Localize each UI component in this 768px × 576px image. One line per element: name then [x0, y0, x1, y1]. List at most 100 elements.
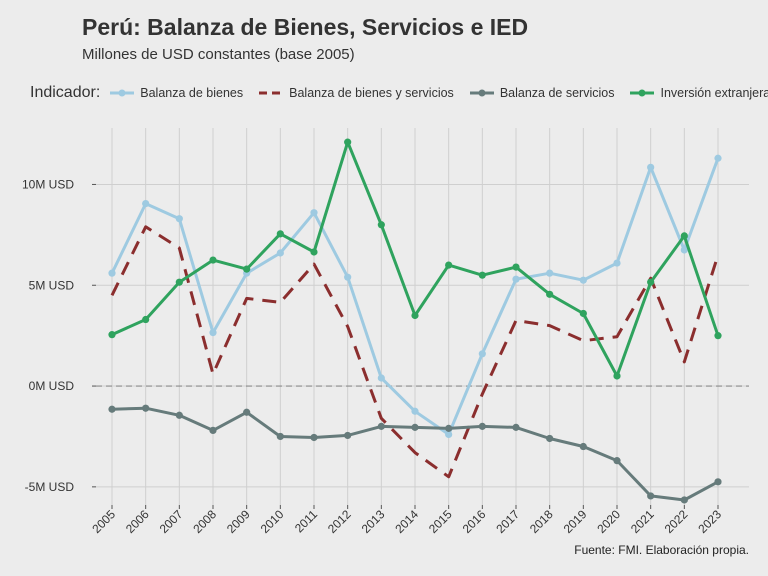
legend-item-balanza-bienes: Balanza de bienes — [108, 86, 243, 100]
x-tick-label: 2022 — [662, 507, 691, 536]
legend-key-inversion-extranjera — [630, 89, 655, 97]
data-point — [411, 423, 419, 431]
series-layer — [108, 138, 722, 504]
data-point — [209, 256, 217, 264]
y-tick-label: 5M USD — [29, 278, 75, 292]
grid — [96, 128, 749, 505]
data-point — [276, 432, 284, 441]
data-point — [310, 248, 318, 256]
data-point — [613, 457, 621, 465]
data-point — [310, 209, 318, 217]
data-point — [714, 154, 722, 162]
y-tick-label: -5M USD — [25, 480, 75, 494]
data-point — [478, 350, 486, 358]
data-point — [243, 265, 251, 273]
data-point — [546, 290, 554, 298]
legend-key-point — [478, 89, 486, 97]
data-point — [108, 405, 116, 413]
x-tick-label: 2021 — [628, 507, 657, 536]
x-tick-label: 2009 — [224, 507, 253, 536]
data-point — [512, 263, 520, 271]
data-point — [377, 422, 385, 430]
data-point — [579, 442, 587, 451]
x-tick-label: 2013 — [359, 507, 388, 536]
x-tick-label: 2017 — [493, 507, 522, 536]
data-point — [445, 261, 453, 269]
y-tick-label: 10M USD — [22, 177, 74, 191]
data-point — [445, 424, 453, 432]
data-point — [411, 311, 419, 320]
data-point — [546, 269, 554, 277]
data-point — [613, 372, 621, 380]
data-point — [647, 278, 655, 286]
legend-label: Balanza de bienes y servicios — [289, 86, 454, 100]
chart-title: Perú: Balanza de Bienes, Servicios e IED — [82, 14, 529, 40]
legend-title: Indicador: — [30, 84, 101, 101]
data-point — [714, 332, 722, 340]
x-tick-label: 2014 — [392, 507, 421, 536]
data-point — [344, 273, 352, 281]
legend-label: Balanza de bienes — [140, 86, 244, 100]
data-point — [546, 434, 554, 443]
x-tick-label: 2012 — [325, 507, 354, 536]
data-point — [209, 329, 217, 337]
legend-label: Balanza de servicios — [499, 86, 615, 100]
x-tick-label: 2023 — [695, 507, 724, 536]
data-point — [512, 423, 520, 431]
series-line — [110, 225, 720, 479]
data-point — [579, 309, 587, 318]
legend-key-balanza-bienes — [110, 89, 135, 97]
data-point — [377, 374, 385, 382]
chart-caption: Fuente: FMI. Elaboración propia. — [574, 543, 749, 557]
data-point — [175, 215, 183, 223]
legend-key-point — [118, 89, 126, 97]
data-point — [142, 404, 150, 412]
x-tick-label: 2010 — [258, 507, 287, 536]
data-point — [613, 259, 621, 267]
legend-item-balanza-servicios: Balanza de servicios — [468, 86, 615, 100]
data-point — [647, 163, 655, 171]
legend-item-balanza-bienes-servicios: Balanza de bienes y servicios — [257, 86, 454, 100]
x-tick-label: 2007 — [157, 507, 186, 536]
legend: Indicador: Balanza de bienes Balanza de … — [30, 82, 768, 104]
data-point — [579, 276, 587, 284]
y-tick-label: 0M USD — [29, 379, 75, 393]
x-tick-label: 2020 — [594, 507, 623, 536]
legend-label: Inversión extranjera d — [660, 86, 768, 100]
data-point — [142, 315, 150, 324]
data-point — [680, 232, 688, 240]
data-point — [344, 431, 352, 440]
data-point — [445, 430, 453, 439]
data-point — [108, 331, 116, 339]
chart-subtitle: Millones de USD constantes (base 2005) — [82, 46, 355, 63]
data-point — [344, 138, 352, 146]
legend-key-balanza-bienes-servicios — [259, 91, 284, 95]
x-tick-label: 2018 — [527, 507, 556, 536]
data-point — [478, 422, 486, 430]
legend-key-balanza-servicios — [469, 89, 494, 97]
data-point — [680, 246, 688, 254]
data-point — [175, 278, 183, 286]
data-point — [377, 221, 385, 229]
data-point — [411, 407, 419, 415]
data-point — [714, 478, 722, 486]
x-tick-label: 2019 — [561, 507, 590, 536]
x-tick-label: 2016 — [460, 507, 489, 536]
data-point — [478, 271, 486, 279]
x-tick-label: 2008 — [190, 507, 219, 536]
x-tick-label: 2005 — [89, 507, 118, 536]
data-point — [310, 433, 318, 442]
data-point — [175, 411, 183, 419]
legend-item-inversion-extranjera: Inversión extranjera d — [628, 86, 768, 100]
data-point — [209, 426, 217, 435]
data-point — [142, 200, 150, 208]
data-point — [108, 269, 116, 277]
x-tick-label: 2011 — [292, 507, 320, 535]
data-point — [243, 408, 251, 416]
data-point — [680, 496, 688, 504]
data-point — [512, 275, 520, 283]
x-tick-label: 2006 — [123, 507, 152, 536]
data-point — [276, 230, 284, 238]
legend-key-point — [638, 89, 646, 97]
